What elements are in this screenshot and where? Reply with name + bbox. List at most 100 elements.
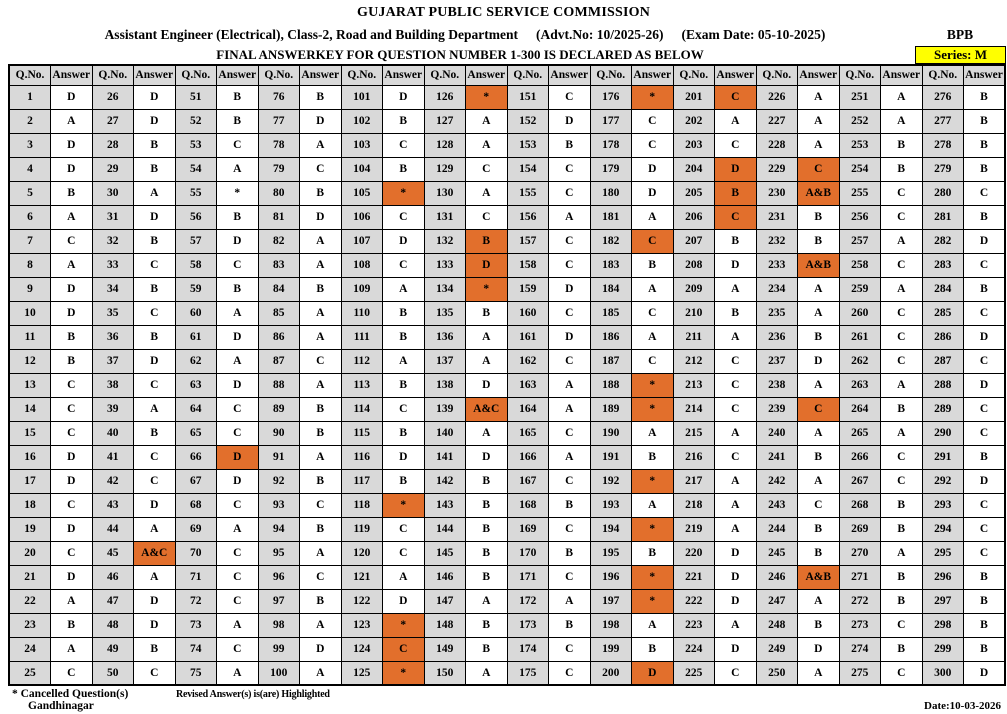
- answer-cell: C: [548, 564, 591, 590]
- qno-cell: 291: [921, 444, 964, 470]
- answer-cell: B: [963, 444, 1006, 470]
- qno-cell: 256: [838, 204, 881, 230]
- answer-cell: A: [50, 636, 93, 662]
- answer-cell: A: [880, 108, 923, 134]
- qno-cell: 296: [921, 564, 964, 590]
- qno-cell: 198: [589, 612, 632, 638]
- table-row: 6 A 31 D 56 B 81 D 106 C 131 C 156 A 181 A 206 C 231 B 256 C 2…: [8, 204, 1006, 230]
- answer-cell: A: [880, 372, 923, 398]
- qno-cell: 15: [8, 420, 51, 446]
- qno-cell: 54: [174, 156, 217, 182]
- qno-cell: 280: [921, 180, 964, 206]
- qno-cell: 211: [672, 324, 715, 350]
- qno-cell: 207: [672, 228, 715, 254]
- answer-cell: B: [631, 636, 674, 662]
- answer-cell-highlighted: D: [714, 156, 757, 182]
- qno-cell: 33: [91, 252, 134, 278]
- qno-cell: 221: [672, 564, 715, 590]
- qno-cell: 115: [340, 420, 383, 446]
- series-badge: Series: M: [915, 46, 1006, 64]
- qno-cell: 285: [921, 300, 964, 326]
- qno-cell: 252: [838, 108, 881, 134]
- answer-cell: D: [133, 108, 176, 134]
- table-row: 18 C 43 D 68 C 93 C 118 * 143 B 168 B 193 A 218 A 243 C 268 B…: [8, 492, 1006, 518]
- qno-cell: 290: [921, 420, 964, 446]
- answer-cell: A: [216, 612, 259, 638]
- page-title: GUJARAT PUBLIC SERVICE COMMISSION: [356, 5, 651, 20]
- qno-cell: 124: [340, 636, 383, 662]
- answer-cell: B: [382, 156, 425, 182]
- qno-cell: 83: [257, 252, 300, 278]
- qno-header: Q.No.: [8, 64, 51, 86]
- answer-cell: A: [548, 444, 591, 470]
- qno-cell: 168: [506, 492, 549, 518]
- qno-cell: 91: [257, 444, 300, 470]
- qno-cell: 231: [755, 204, 798, 230]
- answer-cell: C: [963, 348, 1006, 374]
- answer-cell: C: [880, 204, 923, 230]
- qno-cell: 172: [506, 588, 549, 614]
- qno-cell: 180: [589, 180, 632, 206]
- qno-cell: 62: [174, 348, 217, 374]
- qno-cell: 300: [921, 660, 964, 686]
- answer-cell-highlighted: A&C: [465, 396, 508, 422]
- answer-cell-highlighted: *: [465, 276, 508, 302]
- answer-cell: A: [880, 228, 923, 254]
- qno-cell: 229: [755, 156, 798, 182]
- answer-cell: B: [797, 324, 840, 350]
- answer-cell: B: [299, 588, 342, 614]
- answer-cell: C: [548, 228, 591, 254]
- answer-cell: B: [880, 564, 923, 590]
- answer-cell: A: [133, 564, 176, 590]
- answer-cell-highlighted: *: [631, 588, 674, 614]
- answer-cell: A: [299, 300, 342, 326]
- qno-cell: 288: [921, 372, 964, 398]
- answer-cell: D: [133, 588, 176, 614]
- answer-cell: B: [631, 444, 674, 470]
- qno-cell: 219: [672, 516, 715, 542]
- answer-cell: D: [797, 636, 840, 662]
- qno-cell: 164: [506, 396, 549, 422]
- answer-cell: B: [299, 420, 342, 446]
- answer-header: Answer: [133, 64, 176, 86]
- qno-cell: 155: [506, 180, 549, 206]
- qno-cell: 135: [423, 300, 466, 326]
- answer-cell: B: [465, 516, 508, 542]
- qno-cell: 72: [174, 588, 217, 614]
- qno-cell: 200: [589, 660, 632, 686]
- qno-cell: 279: [921, 156, 964, 182]
- qno-cell: 214: [672, 396, 715, 422]
- answer-cell: B: [382, 108, 425, 134]
- answer-cell: C: [548, 636, 591, 662]
- answer-cell: C: [216, 636, 259, 662]
- qno-cell: 216: [672, 444, 715, 470]
- answer-cell: D: [216, 324, 259, 350]
- qno-cell: 244: [755, 516, 798, 542]
- answer-cell: A: [299, 228, 342, 254]
- qno-cell: 76: [257, 84, 300, 110]
- qno-cell: 145: [423, 540, 466, 566]
- answer-cell: C: [382, 516, 425, 542]
- qno-cell: 94: [257, 516, 300, 542]
- answer-cell: C: [50, 660, 93, 686]
- answer-cell: B: [880, 156, 923, 182]
- qno-cell: 85: [257, 300, 300, 326]
- answer-cell-highlighted: *: [631, 84, 674, 110]
- qno-cell: 102: [340, 108, 383, 134]
- answer-cell: A: [714, 324, 757, 350]
- answer-cell: B: [216, 204, 259, 230]
- qno-cell: 61: [174, 324, 217, 350]
- answer-header: Answer: [382, 64, 425, 86]
- qno-cell: 243: [755, 492, 798, 518]
- answer-cell: C: [50, 396, 93, 422]
- qno-cell: 223: [672, 612, 715, 638]
- qno-cell: 247: [755, 588, 798, 614]
- qno-cell: 205: [672, 180, 715, 206]
- qno-cell: 69: [174, 516, 217, 542]
- qno-cell: 297: [921, 588, 964, 614]
- qno-cell: 89: [257, 396, 300, 422]
- answer-cell: A: [880, 84, 923, 110]
- answer-cell: C: [880, 660, 923, 686]
- qno-cell: 249: [755, 636, 798, 662]
- answer-cell: D: [133, 348, 176, 374]
